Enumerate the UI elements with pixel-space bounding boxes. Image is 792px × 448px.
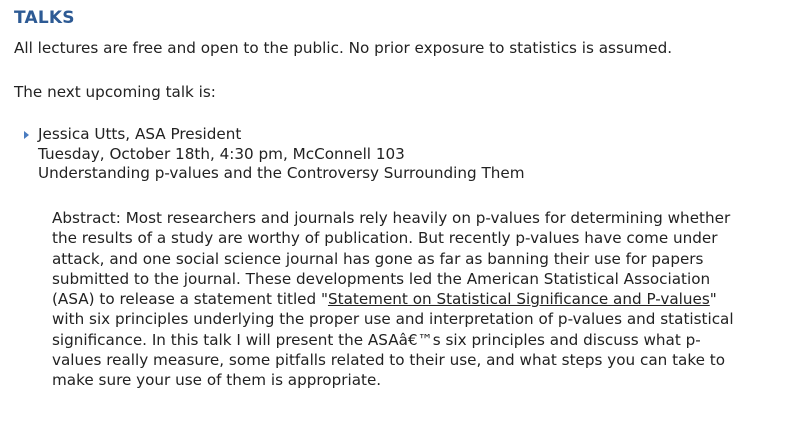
talk-datetime-location: Tuesday, October 18th, 4:30 pm, McConnel… — [38, 144, 405, 163]
intro-text: All lectures are free and open to the pu… — [14, 39, 673, 57]
triangle-right-icon — [24, 131, 29, 139]
talk-item: Jessica Utts, ASA President Tuesday, Oct… — [24, 125, 778, 184]
abstract-text-before-link: Abstract: Most researchers and journals … — [52, 209, 731, 309]
talk-abstract: Abstract: Most researchers and journals … — [52, 208, 742, 391]
section-heading: TALKS — [14, 8, 75, 28]
next-talk-label: The next upcoming talk is: — [14, 83, 216, 101]
talk-speaker: Jessica Utts, ASA President — [38, 125, 242, 143]
talk-title: Understanding p-values and the Controver… — [38, 164, 525, 182]
statement-link[interactable]: Statement on Statistical Significance an… — [327, 290, 710, 309]
abstract-text-after-link: " with six principles underlying the pro… — [52, 290, 734, 390]
